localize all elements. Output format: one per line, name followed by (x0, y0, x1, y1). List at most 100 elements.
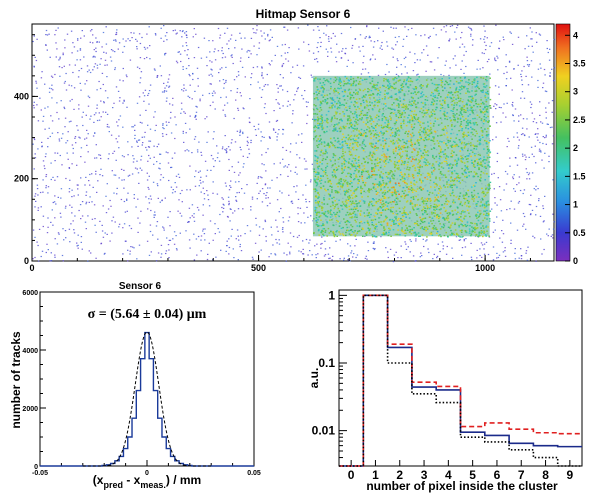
hit-dot-hot (403, 210, 405, 212)
hit-dot (229, 149, 231, 151)
hit-dot (335, 56, 337, 58)
hit-dot-hot (405, 216, 407, 218)
hit-dot-hot (474, 231, 476, 233)
hit-dot (419, 59, 421, 61)
hit-dot-hot (481, 197, 484, 200)
hit-dot-hot (483, 158, 485, 161)
hit-dot-hot (362, 149, 365, 152)
hit-dot (44, 156, 47, 158)
hit-dot (165, 133, 168, 136)
hit-dot (490, 42, 493, 44)
hit-dot-hot (330, 120, 333, 123)
hit-dot (269, 137, 271, 139)
hit-dot (282, 63, 285, 65)
hit-dot-hot (475, 99, 477, 101)
hit-dot (99, 87, 102, 90)
hit-dot-hot (392, 173, 394, 175)
hit-dot-hot (473, 184, 475, 187)
hit-dot-hot (373, 127, 375, 129)
hit-dot-hot (486, 79, 488, 82)
hit-dot-hot (466, 175, 468, 177)
hit-dot (483, 41, 486, 43)
hit-dot (524, 159, 527, 161)
hit-dot-hot (472, 122, 475, 124)
hit-dot-hot (399, 91, 402, 93)
hit-dot (93, 66, 95, 68)
hit-dot (226, 102, 229, 104)
hit-dot-hot (338, 77, 341, 79)
hit-dot (139, 222, 141, 224)
hit-dot (526, 128, 528, 130)
hit-dot-hot (350, 163, 352, 165)
hit-dot-hot (436, 184, 438, 186)
hit-dot (406, 35, 408, 37)
hit-dot-hot (338, 199, 340, 201)
hit-dot-hot (395, 148, 398, 150)
hit-dot-hot (349, 173, 352, 175)
hit-dot-hot (397, 224, 400, 227)
hit-dot-hot (385, 126, 388, 128)
hit-dot (77, 244, 79, 246)
hit-dot (372, 46, 375, 48)
hit-dot (266, 205, 269, 207)
hit-dot (494, 59, 496, 61)
hit-dot-hot (314, 130, 316, 132)
hit-dot (332, 255, 334, 257)
hit-dot (148, 26, 150, 28)
hit-dot (549, 72, 551, 74)
hit-dot-hot (366, 221, 369, 224)
hit-dot (185, 89, 187, 91)
hit-dot (159, 65, 161, 67)
hit-dot (364, 68, 367, 70)
hit-dot (122, 253, 124, 255)
hit-dot-hot (389, 229, 391, 231)
hit-dot (204, 118, 206, 120)
hit-dot (504, 255, 507, 257)
hit-dot (32, 229, 35, 231)
hit-dot-hot (336, 235, 338, 237)
hit-dot-hot (358, 202, 360, 204)
hit-dot-hot (486, 108, 489, 110)
hit-dot-hot (394, 132, 397, 134)
hit-dot (314, 245, 316, 247)
hit-dot-hot (348, 196, 350, 198)
hit-dot-hot (439, 223, 441, 225)
hit-dot (267, 33, 269, 36)
hit-dot (392, 48, 395, 50)
hit-dot (308, 201, 311, 203)
hit-dot (207, 131, 209, 133)
hit-dot (93, 49, 95, 51)
hit-dot-hot (351, 231, 354, 233)
hit-dot-hot (456, 160, 458, 162)
hit-dot-hot (454, 144, 456, 147)
hit-dot (175, 124, 177, 126)
hit-dot-hot (443, 111, 446, 113)
hit-dot-hot (331, 174, 334, 176)
hit-dot (108, 131, 110, 133)
hit-dot (544, 195, 546, 197)
hit-dot (470, 28, 472, 30)
hit-dot (367, 241, 369, 243)
hit-dot (157, 238, 159, 240)
hit-dot-hot (460, 201, 462, 203)
hit-dot (314, 58, 316, 60)
hit-dot-hot (367, 227, 370, 229)
hit-dot-hot (451, 156, 453, 158)
hit-dot-hot (468, 200, 470, 203)
hit-dot-hot (408, 90, 410, 92)
hit-dot (536, 41, 538, 43)
hit-dot (136, 66, 139, 68)
hit-dot (537, 133, 539, 135)
hit-dot (159, 153, 161, 155)
hit-dot (545, 136, 547, 138)
hit-dot (289, 251, 291, 253)
hit-dot (290, 72, 292, 74)
hit-dot (42, 115, 45, 117)
hit-dot-hot (447, 217, 450, 219)
hit-dot-hot (467, 100, 470, 102)
hit-dot-hot (323, 77, 325, 80)
hit-dot (505, 183, 508, 185)
hit-dot-hot (473, 194, 476, 196)
hit-dot (98, 154, 100, 156)
